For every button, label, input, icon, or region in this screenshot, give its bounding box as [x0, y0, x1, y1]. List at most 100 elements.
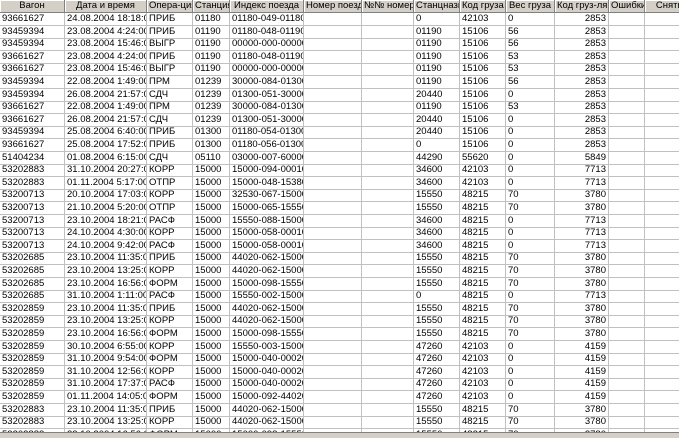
grid-cell[interactable] — [304, 76, 362, 89]
grid-cell[interactable] — [362, 378, 414, 392]
grid-cell[interactable]: 4159 — [555, 391, 609, 404]
grid-cell[interactable] — [645, 215, 679, 228]
grid-cell[interactable]: 15000 — [193, 428, 230, 432]
grid-cell[interactable] — [362, 151, 414, 165]
grid-cell[interactable]: 15000-040-00020 — [230, 353, 304, 367]
grid-cell[interactable]: 47260 — [414, 391, 460, 404]
grid-cell[interactable]: 70 — [506, 265, 555, 278]
grid-cell[interactable]: 15550 — [414, 277, 460, 291]
grid-cell[interactable]: 2853 — [555, 13, 609, 26]
grid-cell[interactable] — [304, 151, 362, 165]
grid-cell[interactable]: 15000 — [193, 164, 230, 178]
grid-cell[interactable]: 30000-084-01300 — [230, 101, 304, 115]
grid-cell[interactable]: 00000-000-00000 — [230, 63, 304, 77]
grid-cell[interactable]: 93661627 — [0, 63, 65, 77]
grid-cell[interactable]: 42103 — [460, 164, 506, 178]
grid-cell[interactable] — [609, 277, 645, 291]
grid-cell[interactable]: 53202685 — [0, 265, 65, 278]
grid-cell[interactable]: ПРИБ — [147, 25, 193, 39]
grid-cell[interactable]: 15550 — [414, 302, 460, 316]
grid-cell[interactable] — [645, 416, 679, 430]
grid-cell[interactable]: 2853 — [555, 25, 609, 39]
grid-cell[interactable]: 42103 — [460, 340, 506, 354]
grid-cell[interactable] — [362, 164, 414, 178]
grid-cell[interactable]: 15550 — [414, 265, 460, 278]
grid-cell[interactable]: ПРИБ — [147, 403, 193, 417]
grid-cell[interactable]: ПРМ — [147, 101, 193, 115]
grid-cell[interactable] — [304, 38, 362, 52]
grid-cell[interactable]: 15550 — [414, 252, 460, 266]
grid-cell[interactable]: 15550 — [414, 189, 460, 203]
grid-cell[interactable]: 2853 — [555, 50, 609, 64]
grid-cell[interactable]: 01180-056-01300 — [230, 139, 304, 152]
grid-cell[interactable] — [609, 202, 645, 215]
grid-cell[interactable]: 3780 — [555, 265, 609, 278]
grid-cell[interactable]: 34600 — [414, 164, 460, 178]
grid-cell[interactable]: 30.10.2004 6:55:00 — [65, 340, 147, 354]
grid-cell[interactable]: 15000 — [193, 252, 230, 266]
grid-cell[interactable]: 31.10.2004 17:37:00 — [65, 378, 147, 392]
grid-cell[interactable]: 53202859 — [0, 315, 65, 329]
grid-cell[interactable]: 15106 — [460, 50, 506, 64]
grid-cell[interactable]: 51404234 — [0, 151, 65, 165]
grid-cell[interactable] — [362, 189, 414, 203]
grid-cell[interactable]: КОРР — [147, 416, 193, 430]
grid-cell[interactable]: 53200713 — [0, 227, 65, 241]
grid-cell[interactable] — [609, 252, 645, 266]
grid-cell[interactable] — [645, 341, 679, 354]
grid-cell[interactable]: 15550 — [414, 328, 460, 341]
grid-cell[interactable]: ФОРМ — [147, 428, 193, 432]
grid-cell[interactable]: 01190 — [193, 50, 230, 64]
grid-cell[interactable]: 47260 — [414, 353, 460, 367]
grid-cell[interactable] — [609, 378, 645, 392]
grid-cell[interactable]: 7713 — [555, 164, 609, 178]
grid-cell[interactable] — [609, 139, 645, 152]
grid-cell[interactable]: 01190 — [414, 38, 460, 52]
grid-cell[interactable]: 2853 — [555, 38, 609, 52]
grid-cell[interactable]: 7713 — [555, 176, 609, 190]
grid-cell[interactable]: 70 — [506, 302, 555, 316]
grid-cell[interactable] — [304, 214, 362, 228]
grid-cell[interactable] — [645, 152, 679, 165]
grid-cell[interactable] — [304, 176, 362, 190]
grid-cell[interactable]: РАСФ — [147, 290, 193, 304]
grid-cell[interactable]: 48215 — [460, 265, 506, 278]
grid-cell[interactable]: 30000-084-01300 — [230, 76, 304, 89]
grid-cell[interactable]: 70 — [506, 328, 555, 341]
grid-cell[interactable] — [609, 416, 645, 430]
grid-cell[interactable] — [609, 428, 645, 432]
grid-cell[interactable]: 4159 — [555, 378, 609, 392]
grid-cell[interactable]: 31.10.2004 12:56:00 — [65, 365, 147, 379]
grid-cell[interactable]: 01180 — [193, 13, 230, 26]
grid-cell[interactable]: 20440 — [414, 126, 460, 140]
grid-cell[interactable]: 4159 — [555, 365, 609, 379]
grid-cell[interactable]: 15550 — [414, 202, 460, 215]
grid-cell[interactable]: 15106 — [460, 38, 506, 52]
grid-cell[interactable]: 93661627 — [0, 101, 65, 115]
grid-cell[interactable]: 56 — [506, 76, 555, 89]
grid-cell[interactable] — [645, 303, 679, 316]
grid-cell[interactable]: 44020-062-15000 — [230, 265, 304, 278]
grid-cell[interactable]: 20440 — [414, 113, 460, 127]
grid-cell[interactable]: 44020-062-15000 — [230, 315, 304, 329]
grid-cell[interactable]: 01190 — [414, 50, 460, 64]
grid-cell[interactable] — [362, 265, 414, 278]
grid-cell[interactable] — [609, 189, 645, 203]
grid-cell[interactable] — [304, 252, 362, 266]
grid-cell[interactable]: 2853 — [555, 113, 609, 127]
grid-cell[interactable]: 05110 — [193, 151, 230, 165]
grid-cell[interactable]: 2853 — [555, 126, 609, 140]
grid-cell[interactable]: 26.08.2004 21:57:00 — [65, 113, 147, 127]
grid-cell[interactable]: 01300-051-30000 — [230, 88, 304, 102]
grid-cell[interactable]: 01239 — [193, 88, 230, 102]
grid-cell[interactable]: 15000-098-15550 — [230, 428, 304, 432]
grid-cell[interactable] — [645, 366, 679, 379]
grid-cell[interactable]: 23.10.2004 11:35:00 — [65, 252, 147, 266]
grid-cell[interactable]: 01190 — [193, 25, 230, 39]
grid-cell[interactable]: 0 — [506, 227, 555, 241]
grid-cell[interactable]: 70 — [506, 277, 555, 291]
grid-cell[interactable]: 44020-062-15000 — [230, 302, 304, 316]
grid-cell[interactable]: 15550 — [414, 416, 460, 430]
grid-cell[interactable] — [645, 13, 679, 26]
grid-cell[interactable]: 01239 — [193, 101, 230, 115]
